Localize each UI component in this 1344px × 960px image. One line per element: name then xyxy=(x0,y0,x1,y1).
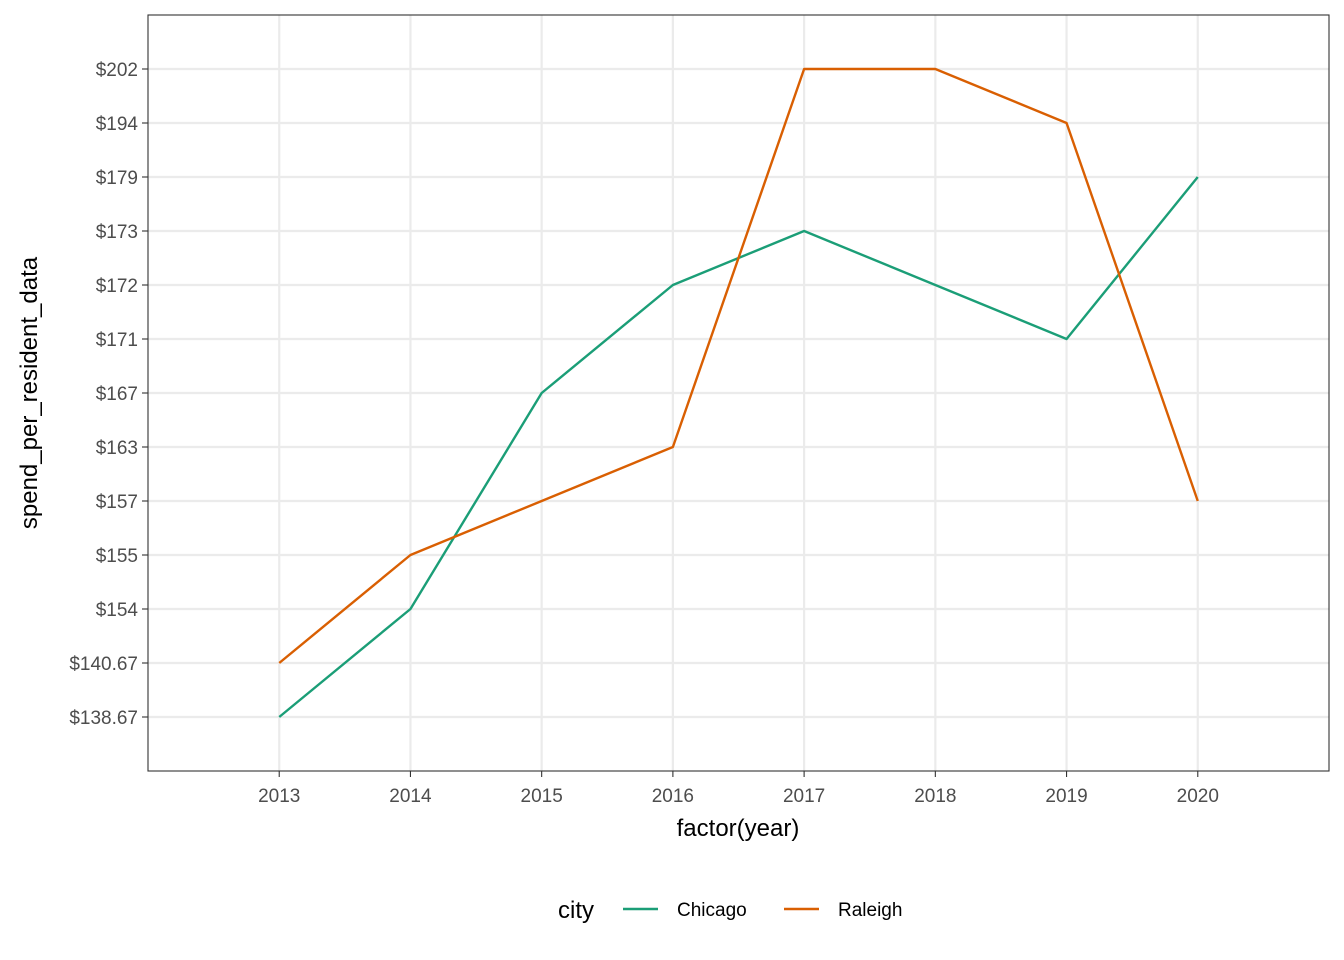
y-tick-label: $172 xyxy=(96,276,138,297)
legend-label-raleigh: Raleigh xyxy=(838,900,902,921)
x-tick-label: 2014 xyxy=(389,786,432,807)
series-lines xyxy=(278,67,1199,718)
y-tick-label: $155 xyxy=(96,546,138,567)
y-tick-label: $194 xyxy=(96,114,139,135)
x-axis: 2013 2014 2015 2016 2017 2018 2019 2020 xyxy=(258,771,1219,807)
y-tick-label: $157 xyxy=(96,492,138,513)
y-tick-label: $163 xyxy=(96,438,138,459)
x-tick-label: 2017 xyxy=(783,786,825,807)
legend-title: city xyxy=(558,897,594,924)
y-axis-title: spend_per_resident_data xyxy=(16,256,43,529)
y-axis: $138.67 $140.67 $154 $155 $157 $163 $167 $171 $1… xyxy=(69,60,148,729)
x-tick-label: 2018 xyxy=(914,786,956,807)
x-tick-label: 2013 xyxy=(258,786,300,807)
legend-label-chicago: Chicago xyxy=(677,900,747,921)
y-tick-label: $138.67 xyxy=(69,708,138,729)
y-tick-label: $140.67 xyxy=(69,654,138,675)
y-tick-label: $167 xyxy=(96,384,138,405)
x-axis-title: factor(year) xyxy=(677,815,800,842)
series-line-raleigh xyxy=(278,67,1199,664)
x-tick-label: 2015 xyxy=(521,786,563,807)
y-tick-label: $154 xyxy=(96,600,139,621)
y-tick-label: $179 xyxy=(96,168,138,189)
legend: city Chicago Raleigh xyxy=(558,897,902,924)
y-tick-label: $173 xyxy=(96,222,138,243)
y-tick-label: $202 xyxy=(96,60,138,81)
x-tick-label: 2020 xyxy=(1177,786,1219,807)
x-tick-label: 2016 xyxy=(652,786,694,807)
x-tick-label: 2019 xyxy=(1045,786,1087,807)
y-gridlines xyxy=(148,67,1329,719)
y-tick-label: $171 xyxy=(96,330,138,351)
